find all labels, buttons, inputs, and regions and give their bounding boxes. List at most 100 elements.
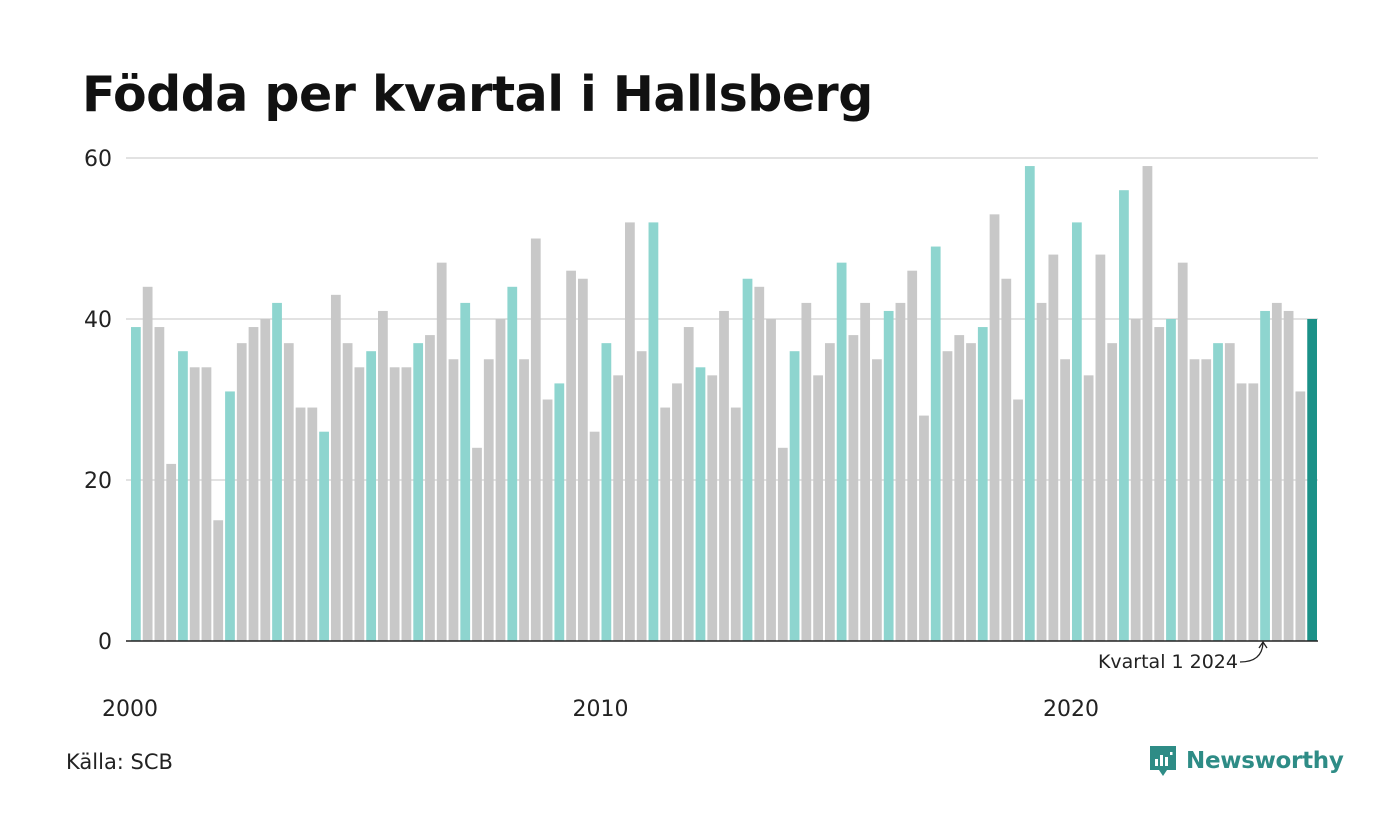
bar (436, 262, 447, 641)
bar (1295, 391, 1306, 641)
bar (1283, 310, 1294, 641)
annotation-arrow (1239, 642, 1264, 663)
newsworthy-logo-icon (1150, 746, 1176, 776)
bar (1130, 319, 1141, 641)
chart-title: Födda per kvartal i Hallsberg (82, 66, 873, 123)
bar (860, 302, 871, 641)
bar (754, 286, 765, 641)
bar (1048, 254, 1059, 641)
bar (1024, 166, 1035, 642)
bar (989, 214, 1000, 641)
x-tick-label: 2000 (102, 697, 158, 722)
bar (1095, 254, 1106, 641)
bar (295, 407, 306, 641)
bar (1177, 262, 1188, 641)
bar (1213, 343, 1223, 641)
bar (472, 447, 482, 641)
bar (401, 367, 412, 641)
bar (836, 262, 847, 641)
bar (954, 335, 965, 641)
bar (824, 343, 835, 641)
bar (142, 286, 153, 641)
bar (542, 399, 553, 641)
bar (1071, 222, 1082, 641)
bar (201, 367, 212, 641)
bar (519, 359, 529, 641)
y-tick-label: 0 (98, 630, 112, 655)
bar (460, 302, 471, 641)
bar (977, 327, 988, 641)
bar (272, 302, 282, 641)
bar (683, 327, 694, 641)
bar (1307, 319, 1317, 641)
source-note: Källa: SCB (66, 750, 173, 774)
bars (131, 166, 1317, 642)
bar (483, 359, 494, 641)
bar (895, 302, 906, 641)
axes: 2000 2010 2020 (102, 640, 1318, 722)
bar (1083, 375, 1094, 641)
bar (695, 367, 706, 641)
bar (930, 246, 941, 642)
bar (1142, 166, 1153, 642)
bar (566, 270, 576, 641)
bar (719, 310, 729, 641)
bar (660, 407, 671, 641)
bar (730, 407, 741, 641)
brand-logo[interactable]: Newsworthy (1148, 744, 1344, 778)
bar (389, 367, 400, 641)
bar (766, 319, 776, 641)
bar (189, 367, 200, 641)
bar (742, 278, 753, 641)
y-tick-label: 20 (84, 469, 112, 494)
bar (919, 415, 929, 641)
bar (648, 222, 659, 641)
x-tick-label: 2020 (1043, 697, 1099, 722)
bar (1107, 343, 1118, 641)
bar (707, 375, 718, 641)
bar (801, 302, 812, 641)
bar (636, 351, 647, 641)
annotation-arrowhead (1258, 640, 1268, 649)
bar (213, 520, 224, 641)
bar (319, 431, 329, 641)
bar (1036, 302, 1047, 641)
bar (448, 359, 459, 641)
bar (777, 447, 788, 641)
bar (283, 343, 294, 641)
bar (789, 351, 800, 641)
bar (672, 383, 682, 641)
bar (166, 463, 177, 641)
bar (1189, 359, 1200, 641)
bar (1248, 383, 1259, 641)
bar (131, 327, 141, 641)
bar (1060, 359, 1070, 641)
bar (625, 222, 635, 641)
bar (1119, 190, 1129, 641)
bar (530, 238, 541, 641)
brand-name: Newsworthy (1186, 748, 1344, 774)
bar (601, 343, 612, 641)
bar (883, 310, 894, 641)
bar (577, 278, 588, 641)
bar (330, 294, 341, 641)
bar (942, 351, 953, 641)
bar (848, 335, 859, 641)
bar (354, 367, 365, 641)
bar (425, 335, 435, 641)
annotation: Kvartal 1 2024 (1098, 640, 1268, 673)
bar (378, 310, 388, 641)
bar (1271, 302, 1282, 641)
x-tick-label: 2010 (573, 697, 629, 722)
y-tick-label: 60 (84, 147, 112, 172)
bar (613, 375, 624, 641)
bar (1236, 383, 1247, 641)
bar (1001, 278, 1012, 641)
annotation-label: Kvartal 1 2024 (1098, 651, 1238, 673)
bar (554, 383, 565, 641)
bar (236, 343, 247, 641)
bar (966, 343, 976, 641)
bar (154, 327, 165, 641)
bar (178, 351, 188, 641)
